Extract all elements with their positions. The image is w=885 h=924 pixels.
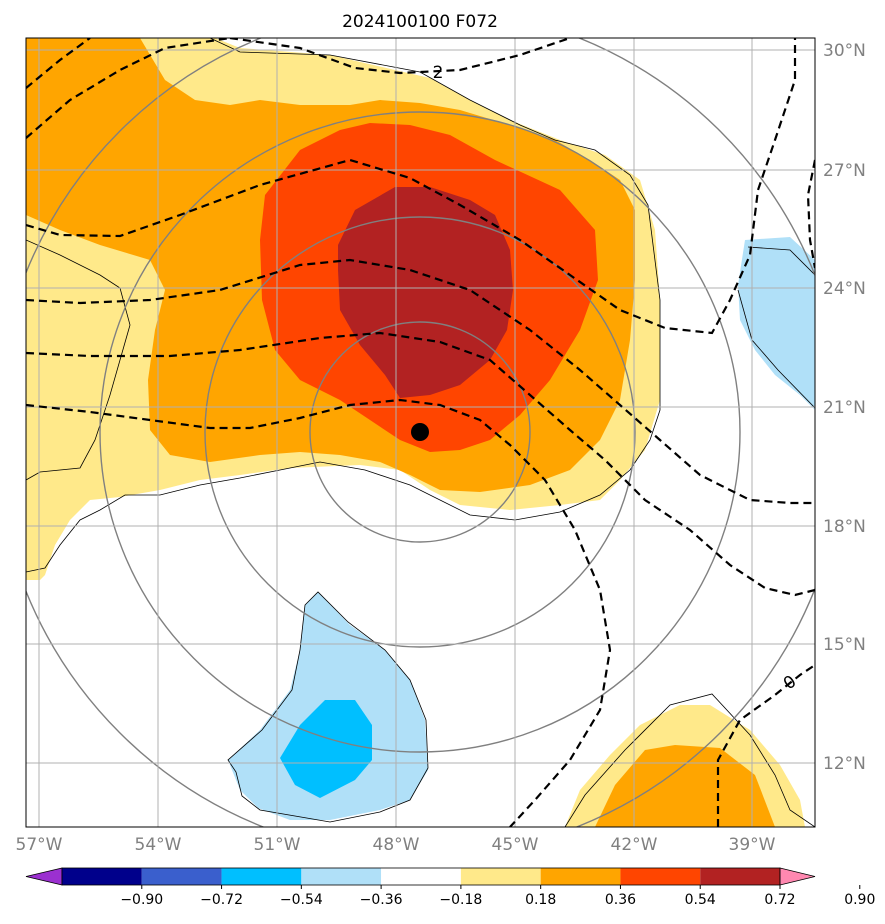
lat-label-21n: 21°N: [823, 398, 866, 418]
lat-label-27n: 27°N: [823, 161, 866, 181]
lon-label-39w: 39°W: [729, 835, 776, 855]
longitude-labels: 57°W 54°W 51°W 48°W 45°W 42°W 39°W: [16, 835, 776, 855]
colorbar-segment: [301, 868, 382, 885]
outline-southeast: [564, 693, 815, 827]
lon-label-42w: 42°W: [611, 835, 658, 855]
dashed-contour-2: [26, 38, 231, 139]
light-blue-region-east: [738, 237, 815, 410]
lon-label-54w: 54°W: [135, 835, 182, 855]
colorbar-segment: [221, 868, 302, 885]
dashed-contour-8: [716, 664, 815, 827]
lon-label-45w: 45°W: [492, 835, 539, 855]
outline-south: [227, 591, 429, 823]
storm-center-marker: [411, 423, 429, 441]
colorbar-tick-label: −0.54: [280, 892, 323, 908]
shaded-field: [26, 38, 815, 827]
colorbar-tick-label: −0.18: [439, 892, 482, 908]
colorbar-segment: [62, 868, 142, 885]
range-ring-1: [309, 321, 531, 543]
colorbar-tick-label: −0.72: [200, 892, 243, 908]
colorbar-segment: [700, 868, 780, 885]
map-area: 2 0: [26, 38, 815, 827]
dashed-contour-5: [26, 258, 815, 505]
outline-west: [26, 239, 131, 481]
lat-label-30n: 30°N: [823, 41, 866, 61]
contour-label-2: 2: [433, 63, 444, 83]
outline-contours: [26, 38, 815, 827]
colorbar-tick-label: −0.90: [120, 892, 163, 908]
outline-north: [26, 38, 661, 573]
dashed-contour-6: [26, 331, 815, 597]
lon-label-48w: 48°W: [373, 835, 420, 855]
colorbar: −0.90 −0.72 −0.54 −0.36 −0.18 0.18 0.36 0.54 0.7…: [25, 867, 875, 908]
colorbar-extend-high: [779, 867, 816, 886]
grid-lines: [26, 38, 815, 827]
lat-label-15n: 15°N: [823, 635, 866, 655]
colorbar-segment: [460, 868, 541, 885]
figure-title: 2024100100 F072: [342, 12, 498, 32]
colorbar-tick-label: 0.54: [685, 892, 716, 908]
lat-label-18n: 18°N: [823, 517, 866, 537]
colorbar-segment: [540, 868, 621, 885]
colorbar-segment: [620, 868, 701, 885]
colorbar-tick-label: −0.36: [360, 892, 403, 908]
colorbar-segment: [141, 868, 222, 885]
dashed-contours: [26, 38, 815, 827]
colorbar-segment: [381, 868, 461, 885]
colorbar-frame: [61, 867, 781, 886]
orange-region-southeast: [595, 745, 775, 827]
colorbar-tick-label: 0.18: [525, 892, 556, 908]
dashed-contour-7: [26, 398, 612, 827]
range-ring-2: [204, 216, 636, 648]
lat-label-24n: 24°N: [823, 279, 866, 299]
colorbar-tick-label: 0.90: [844, 892, 875, 908]
dashed-contour-3: [229, 38, 571, 75]
range-ring-3: [99, 111, 741, 753]
lon-label-57w: 57°W: [16, 835, 63, 855]
colorbar-tick-label: 0.72: [764, 892, 795, 908]
dashed-contour-1: [26, 38, 91, 89]
colorbar-extend-low: [25, 867, 63, 886]
dashed-contour-9: [806, 159, 815, 269]
range-rings: [26, 38, 815, 827]
colorbar-tick-label: 0.36: [605, 892, 636, 908]
dashed-contour-4: [26, 38, 797, 335]
outline-east: [737, 246, 815, 409]
lon-label-51w: 51°W: [254, 835, 301, 855]
sky-blue-region-south: [280, 700, 372, 798]
latitude-labels: 30°N 27°N 24°N 21°N 18°N 15°N 12°N: [823, 41, 866, 774]
map-frame: [25, 37, 816, 828]
lat-label-12n: 12°N: [823, 754, 866, 774]
dark-red-region: [338, 187, 513, 398]
